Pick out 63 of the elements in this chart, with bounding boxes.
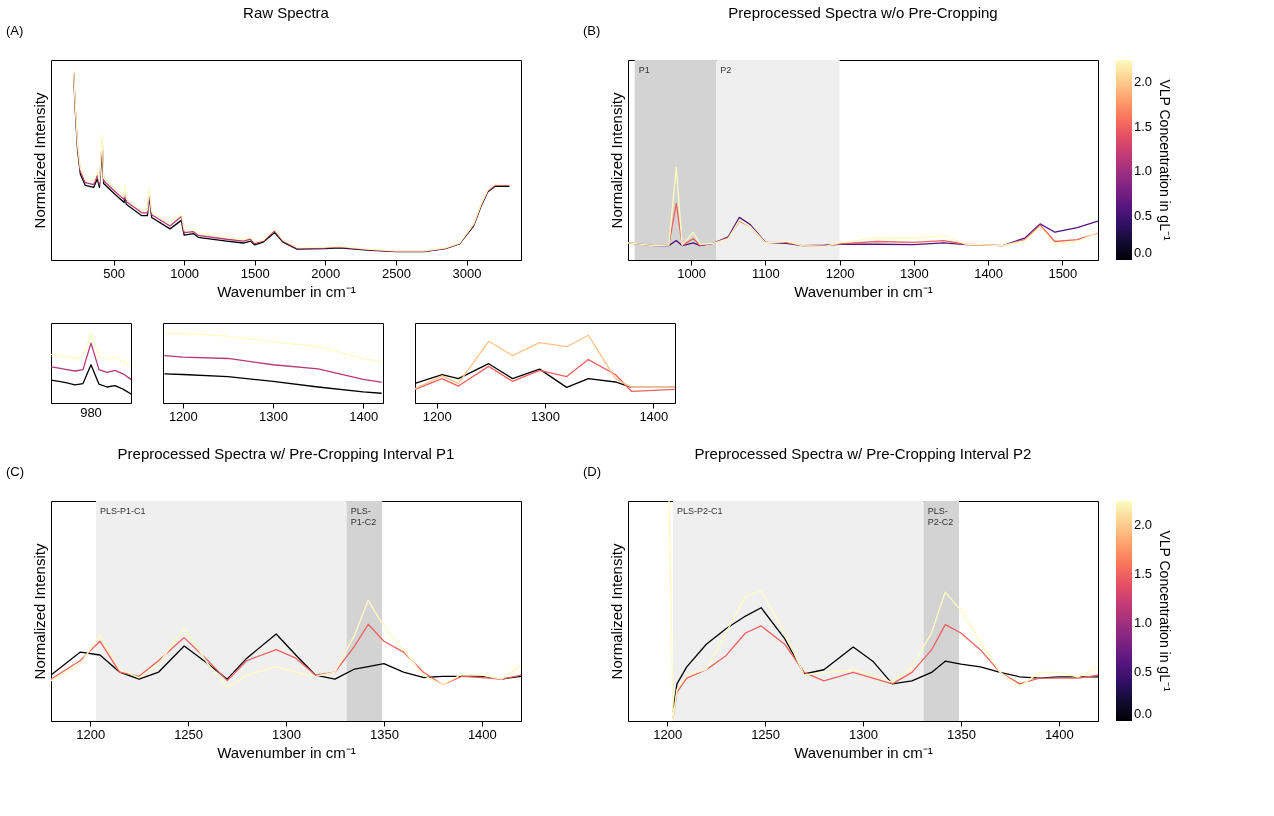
- y-axis-title: Normalized Intensity: [607, 543, 625, 680]
- x-tick-label: 1300: [899, 265, 929, 281]
- x-tick-label: 1250: [751, 726, 781, 742]
- x-axis-title: Wavenumber in cm⁻¹: [217, 743, 356, 761]
- color-bar-title: VLP Concentration in gL⁻¹: [1157, 79, 1173, 241]
- band-label: PLS-P1-C1: [100, 506, 146, 516]
- text: 980: [80, 405, 102, 420]
- x-tick-label: 2500: [381, 265, 411, 281]
- x-tick-label: 1500: [1048, 265, 1078, 281]
- color-bar-label: 1.0: [1134, 163, 1153, 179]
- band-label: P2: [720, 65, 732, 75]
- x-tick-label: 1200: [825, 265, 855, 281]
- x-tick-label: 3000: [452, 265, 482, 281]
- color-bar-label: 0.0: [1134, 245, 1153, 260]
- x-tick-label: 1200: [653, 726, 683, 742]
- color-bar-label: 0.5: [1134, 207, 1153, 223]
- y-axis-title: Normalized Intensity: [30, 543, 48, 680]
- color-bar-label: 2.0: [1134, 517, 1153, 533]
- text: (B): [583, 23, 601, 38]
- x-tick-label: 1250: [174, 726, 204, 742]
- color-bar-label: 1.0: [1134, 615, 1153, 631]
- color-bar-label: 2.0: [1134, 74, 1153, 90]
- x-tick-label: 1000: [677, 265, 707, 281]
- x-tick-label: 1400: [974, 265, 1004, 281]
- x-tick-label: 2000: [311, 265, 341, 281]
- color-bar-title: VLP Concentration in gL⁻¹: [1157, 530, 1173, 692]
- x-tick-label: 1350: [946, 726, 976, 742]
- x-tick-label: 500: [103, 265, 125, 281]
- color-bar-label: 1.5: [1134, 118, 1153, 134]
- x-tick-label: 1300: [531, 408, 560, 424]
- text: (D): [583, 464, 602, 479]
- x-tick-label: 1200: [422, 408, 452, 424]
- x-tick-label: 1300: [849, 726, 878, 742]
- x-tick-label: 1400: [639, 408, 669, 424]
- x-tick-label: 1400: [349, 408, 379, 424]
- y-axis-title: Normalized Intensity: [607, 92, 625, 229]
- y-axis-title: Normalized Intensity: [30, 92, 48, 229]
- chart-title: Preprocessed Spectra w/ Pre-Cropping Interval P1: [117, 445, 455, 462]
- x-axis-title: Wavenumber in cm⁻¹: [217, 282, 356, 300]
- chart-title: Preprocessed Spectra w/o Pre-Cropping: [728, 4, 998, 21]
- color-bar-label: 0.5: [1134, 664, 1153, 680]
- band-label: PLS-P1-C2: [350, 506, 377, 527]
- color-bar-label: 0.0: [1134, 706, 1153, 721]
- text: (C): [6, 464, 25, 479]
- x-tick-label: 1300: [272, 726, 301, 742]
- x-tick-label: 1200: [76, 726, 106, 742]
- band-label: P1: [638, 65, 650, 75]
- chart-title: Raw Spectra: [243, 4, 330, 21]
- x-tick-label: 1500: [240, 265, 270, 281]
- x-tick-label: 1100: [751, 265, 780, 281]
- x-tick-label: 1400: [1044, 726, 1074, 742]
- x-axis-title: Wavenumber in cm⁻¹: [794, 282, 933, 300]
- x-tick-label: 1200: [168, 408, 198, 424]
- x-axis-title: Wavenumber in cm⁻¹: [794, 743, 933, 761]
- band-label: PLS-P2-C1: [677, 506, 723, 516]
- x-tick-label: 1400: [467, 726, 497, 742]
- x-tick-label: 1300: [259, 408, 288, 424]
- x-tick-label: 1000: [170, 265, 200, 281]
- chart-title: Preprocessed Spectra w/ Pre-Cropping Interval P2: [694, 445, 1032, 462]
- x-tick-label: 1350: [369, 726, 399, 742]
- band-label: PLS-P2-C2: [927, 506, 954, 527]
- text: (A): [6, 23, 24, 38]
- color-bar-label: 1.5: [1134, 566, 1153, 582]
